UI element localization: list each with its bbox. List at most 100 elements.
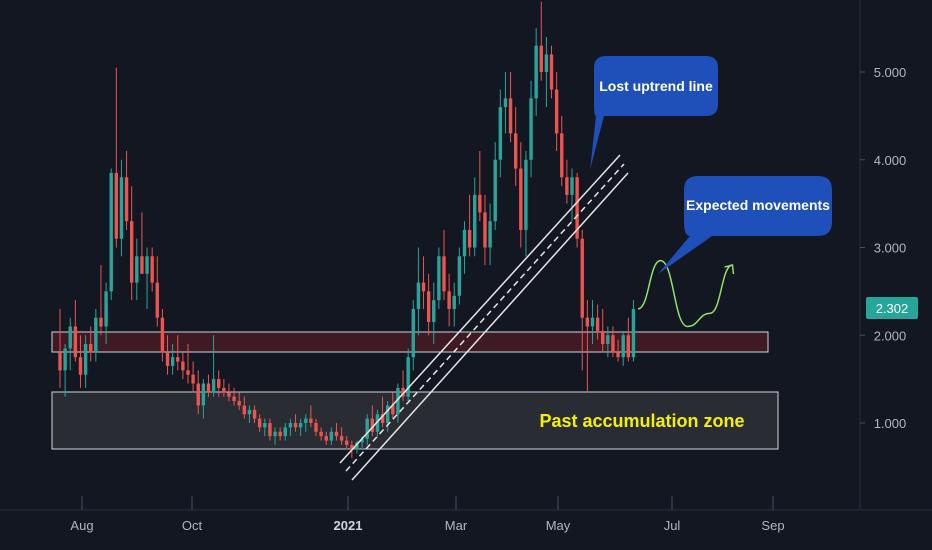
candle-body xyxy=(370,418,375,432)
candle-body xyxy=(519,168,523,230)
candle-body xyxy=(227,392,231,397)
candle-body xyxy=(534,45,538,99)
candle-body xyxy=(488,221,492,248)
candles-layer xyxy=(58,1,636,459)
candle-body xyxy=(360,438,364,443)
candle-body xyxy=(94,317,98,353)
candle-body xyxy=(329,431,334,441)
candle-body xyxy=(73,326,78,358)
candle-body xyxy=(626,335,631,358)
time-tick-label: Oct xyxy=(182,518,203,533)
candle-body xyxy=(109,172,113,292)
time-tick-label: Jul xyxy=(664,518,681,533)
candle-body xyxy=(135,256,139,283)
candle-body xyxy=(247,409,252,415)
candle-body xyxy=(232,396,236,402)
candle-body xyxy=(201,383,206,406)
callout-lost-uptrend: Lost uptrend line xyxy=(590,56,718,170)
expected-movement-arrowhead xyxy=(724,264,735,275)
candle-body xyxy=(176,357,180,362)
time-tick-label: Mar xyxy=(445,518,468,533)
candle-body xyxy=(283,427,287,437)
candle-body xyxy=(355,442,359,450)
candle-body xyxy=(257,418,262,428)
candle-body xyxy=(165,352,170,366)
candle-body xyxy=(539,45,543,72)
candle-body xyxy=(140,256,144,274)
candle-body xyxy=(104,291,108,327)
zones-layer xyxy=(51,331,779,450)
time-tick-label: Sep xyxy=(761,518,784,533)
candle-body xyxy=(124,177,129,222)
candle-body xyxy=(150,256,154,283)
candle-body xyxy=(606,335,610,345)
candle-body xyxy=(549,54,554,90)
price-tick-label: 4.000 xyxy=(874,153,907,168)
candle-body xyxy=(570,177,574,195)
time-axis: Aug Oct 2021 Mar May Jul Sep xyxy=(70,496,785,533)
candle-body xyxy=(595,317,600,331)
callout-lost-uptrend-text: Lost uptrend line xyxy=(599,78,713,94)
candle-body xyxy=(145,256,149,274)
candle-body xyxy=(375,414,380,432)
candle-body xyxy=(196,383,200,406)
candle-body xyxy=(222,387,226,393)
candle-body xyxy=(391,405,395,415)
candle-body xyxy=(324,436,328,441)
candle-body xyxy=(58,352,62,371)
callout-expected-movements-text: Expected movements xyxy=(686,197,830,213)
callout-lost-uptrend-bubble xyxy=(590,56,718,170)
candle-body xyxy=(211,379,216,393)
candle-body xyxy=(508,98,513,134)
candle-body xyxy=(263,423,267,428)
candle-body xyxy=(99,317,103,327)
candle-body xyxy=(437,256,441,301)
candle-body xyxy=(621,335,625,358)
time-tick-label: 2021 xyxy=(334,518,363,533)
candle-body xyxy=(181,361,185,371)
candle-body xyxy=(217,379,221,388)
candle-body xyxy=(293,423,298,428)
candle-body xyxy=(242,405,247,415)
candle-body xyxy=(63,348,67,371)
candle-body xyxy=(462,229,467,257)
last-price-tag: 2.302 xyxy=(866,297,918,319)
candle-body xyxy=(365,418,369,439)
candle-body xyxy=(447,291,451,309)
candle-body xyxy=(278,431,282,437)
accumulation-zone-label: Past accumulation zone xyxy=(539,411,744,431)
candle-body xyxy=(544,54,549,72)
candle-body xyxy=(565,177,569,195)
candle-body xyxy=(421,282,426,292)
candle-body xyxy=(503,98,508,108)
candle-body xyxy=(68,326,72,349)
candle-body xyxy=(457,256,462,296)
candle-body xyxy=(385,405,390,423)
candle-body xyxy=(319,431,323,437)
candle-body xyxy=(350,444,354,450)
candle-body xyxy=(616,352,620,358)
candle-body xyxy=(155,282,159,318)
candle-body xyxy=(416,282,421,309)
channel-upper-line xyxy=(339,154,621,464)
last-price-tag-bg xyxy=(866,297,918,319)
candle-body xyxy=(411,308,415,358)
candle-body xyxy=(452,295,456,309)
candle-body xyxy=(473,194,477,248)
expected-movement-curve xyxy=(637,259,733,328)
candle-body xyxy=(467,229,472,248)
candle-body xyxy=(580,238,584,318)
candle-body xyxy=(129,221,134,283)
candle-body xyxy=(406,357,410,397)
candle-body xyxy=(83,344,88,375)
candle-body xyxy=(89,344,93,353)
candle-body xyxy=(309,418,313,423)
candle-body xyxy=(186,370,190,375)
channel-lower-line xyxy=(351,172,629,481)
candle-body xyxy=(601,330,605,345)
candle-body xyxy=(396,387,400,415)
candle-body xyxy=(401,387,405,397)
candle-body xyxy=(380,414,385,423)
time-tick-label: Aug xyxy=(70,518,93,533)
